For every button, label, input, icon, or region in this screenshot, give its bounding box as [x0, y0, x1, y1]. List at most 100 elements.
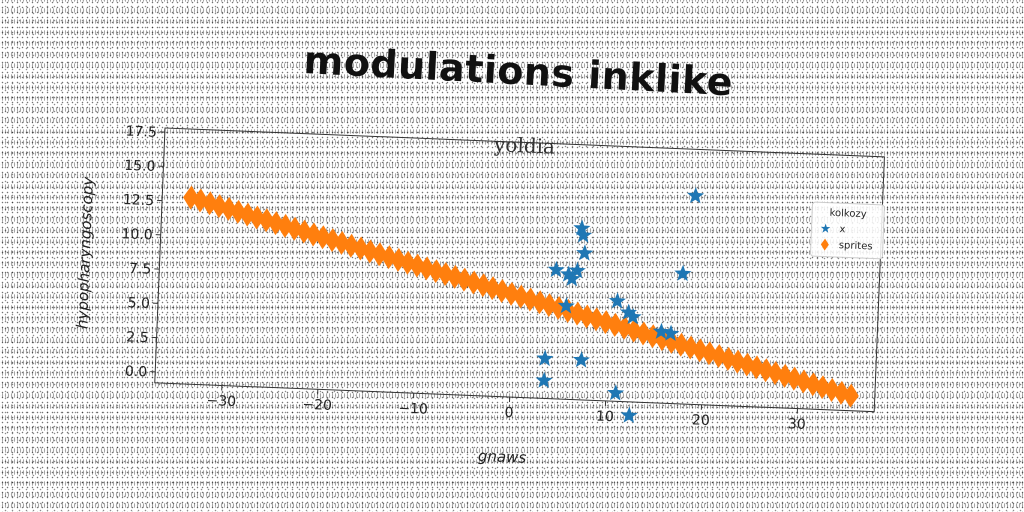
sprites-point — [512, 284, 529, 309]
sprites-point — [362, 239, 379, 264]
sprites-point — [475, 273, 492, 298]
sprites-point — [795, 369, 812, 394]
x-point — [572, 351, 590, 368]
legend-marker-x — [820, 223, 831, 233]
y-tick-label: 7.5 — [129, 261, 152, 278]
sprites-point — [314, 225, 331, 250]
sprites-point — [230, 199, 247, 224]
sprites-point — [748, 355, 765, 380]
sprites-point — [267, 211, 284, 236]
sprites-point — [682, 335, 699, 360]
sprites-point — [522, 287, 539, 312]
y-axis: 0.0 2.5 5.0 7.5 10.0 12.5 15.0 17.5 — [121, 124, 165, 381]
x-axis: −30 −20 −10 0 10 20 30 — [206, 385, 806, 433]
x-tick-label: 0 — [504, 405, 514, 421]
sprites-point — [842, 383, 859, 408]
sprites-point — [635, 321, 652, 346]
x-point — [607, 384, 625, 401]
sprites-point — [333, 230, 350, 255]
y-tick-label: 5.0 — [127, 295, 150, 312]
sprites-point — [757, 358, 774, 383]
sprites-point — [446, 264, 463, 289]
x-point — [574, 226, 593, 243]
y-tick-label: 15.0 — [124, 158, 156, 175]
y-tick-label: 10.0 — [121, 226, 153, 243]
sprites-point — [814, 375, 831, 400]
legend-box — [810, 201, 885, 260]
sprites-point — [286, 216, 303, 241]
x-point — [652, 322, 670, 340]
sprites-point — [767, 361, 784, 385]
x-point — [547, 260, 565, 278]
sprites-point — [371, 242, 388, 267]
x-point — [687, 186, 705, 204]
sprites-point — [456, 267, 473, 292]
sprites-point — [324, 228, 341, 253]
sprites-point — [418, 256, 435, 281]
sprites-point — [296, 219, 313, 244]
sprites-point — [663, 329, 680, 354]
sprites-point — [607, 312, 624, 337]
sprites-point — [428, 259, 445, 284]
x-point — [662, 324, 680, 342]
legend: kolkozy x sprites — [810, 201, 885, 260]
x-point — [536, 349, 554, 367]
sprites-point — [220, 196, 237, 221]
sprites-point — [578, 304, 595, 329]
x-point — [557, 297, 575, 314]
y-tick-label: 2.5 — [126, 329, 149, 346]
y-tick-label: 12.5 — [123, 192, 155, 209]
sprites-point — [258, 208, 275, 233]
x-tick-label: 30 — [788, 416, 806, 433]
x-point — [624, 307, 642, 325]
sprites-point — [541, 293, 558, 318]
x-point — [576, 244, 594, 261]
sprites-point — [248, 205, 265, 230]
legend-marker-sprites — [820, 238, 829, 251]
x-point — [573, 219, 591, 236]
y-axis-label: hypopharyngoscopy — [73, 175, 97, 329]
sprites-point — [183, 185, 200, 210]
x-tick-label: −10 — [398, 401, 428, 418]
sprites-point — [399, 250, 416, 275]
sprites-point — [352, 236, 369, 261]
sprites-point — [805, 372, 822, 397]
x-point — [619, 303, 638, 321]
sprites-point — [692, 338, 709, 363]
y-tick-label: 0.0 — [125, 364, 148, 381]
sprites-point — [390, 247, 407, 272]
x-point — [620, 406, 638, 424]
sprites-point — [588, 307, 605, 332]
x-axis-label: gnaws — [478, 447, 527, 467]
sprites-point — [437, 261, 454, 286]
sprites-point — [786, 366, 803, 391]
sprites-point — [239, 202, 256, 227]
x-tick-label: 20 — [692, 412, 710, 429]
sprites-point — [710, 344, 727, 369]
x-point — [608, 292, 626, 309]
x-point — [560, 265, 578, 282]
sprites-point — [550, 295, 567, 320]
sprites-point — [503, 281, 520, 306]
sprites-point — [776, 363, 793, 388]
sprites-point — [739, 352, 756, 377]
legend-title: kolkozy — [829, 208, 867, 220]
sprites-point — [409, 253, 426, 278]
sprites-point — [720, 346, 737, 371]
x-tick-label: −30 — [206, 393, 236, 410]
plot-area — [154, 127, 885, 413]
sprites-point — [823, 377, 840, 402]
sprites-point — [833, 380, 850, 405]
sprites-point — [381, 245, 397, 270]
sprites-point — [484, 276, 501, 301]
sprites-point — [305, 222, 322, 247]
sprites-point — [465, 270, 482, 295]
x-tick-label: 10 — [596, 409, 614, 426]
x-point — [535, 371, 553, 389]
sprites-point — [673, 332, 690, 357]
sprites-point — [701, 341, 718, 366]
sprites-point — [343, 233, 360, 258]
chart-subtitle: yoldia — [493, 132, 556, 158]
sprites-point — [597, 310, 614, 335]
